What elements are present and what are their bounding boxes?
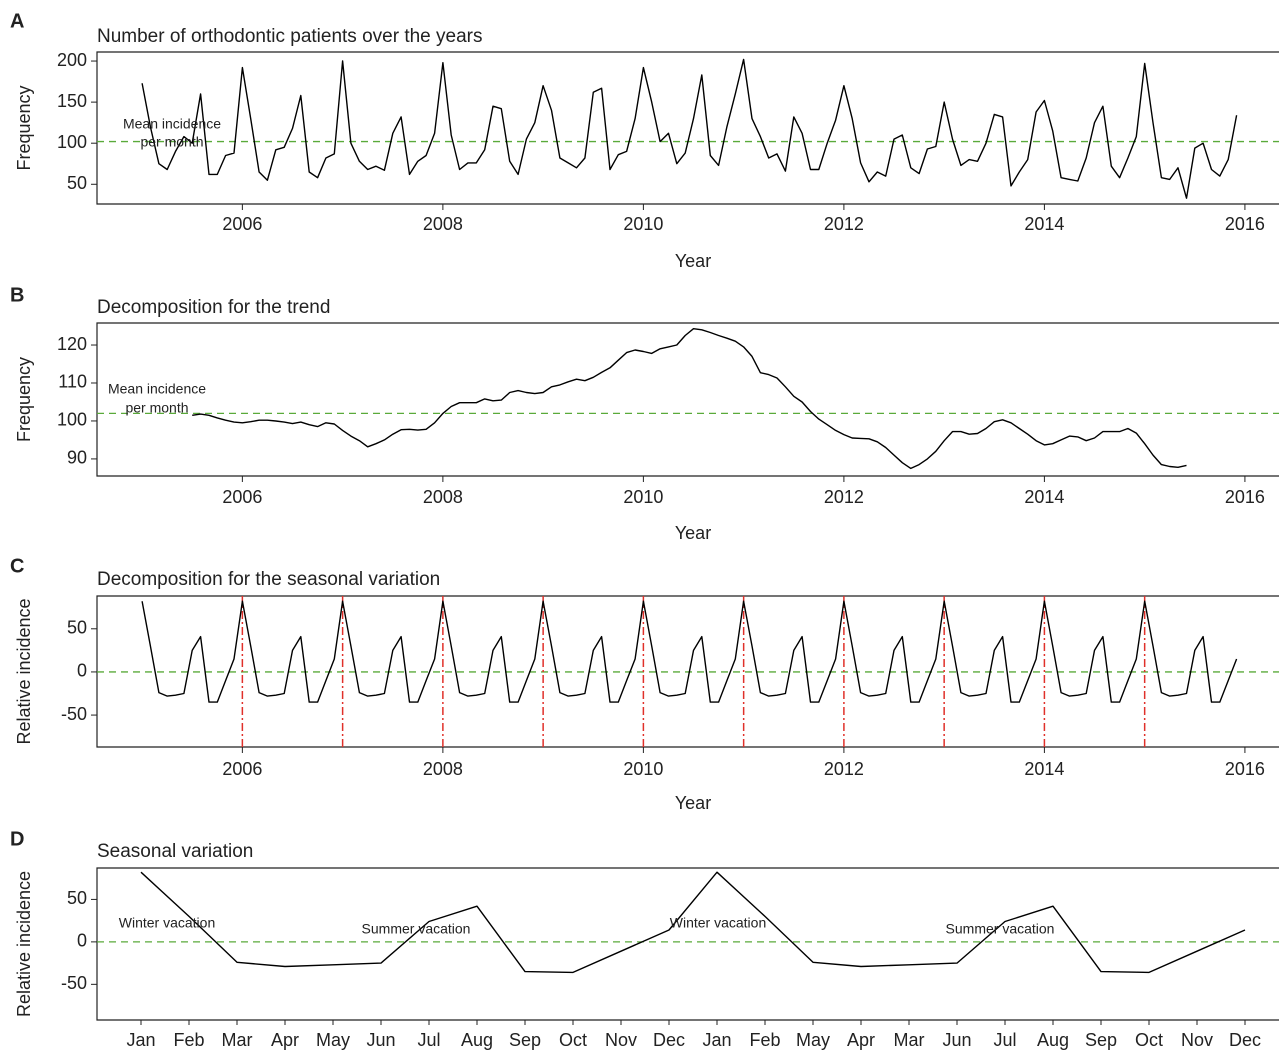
x-tick-label: 2006 [222, 214, 262, 234]
x-tick-label: 2016 [1225, 487, 1265, 507]
y-tick-label: 150 [57, 91, 87, 111]
plot-frame [96, 51, 1279, 205]
x-tick-label: 2010 [623, 214, 663, 234]
x-tick-label: Dec [1229, 1030, 1261, 1050]
y-axis-label: Relative incidence [14, 598, 34, 744]
plot-frame [96, 322, 1279, 477]
x-tick-label: Jun [366, 1030, 395, 1050]
y-axis-label: Relative incidence [14, 871, 34, 1017]
y-tick-label: 0 [77, 661, 87, 681]
x-tick-label: 2010 [623, 487, 663, 507]
x-tick-label: Jul [417, 1030, 440, 1050]
x-tick-label: Apr [271, 1030, 299, 1050]
x-tick-label: May [316, 1030, 350, 1050]
chart-title: Seasonal variation [97, 841, 253, 862]
y-tick-label: -50 [61, 704, 87, 724]
chart-title: Number of orthodontic patients over the … [97, 26, 482, 47]
x-tick-label: Jun [942, 1030, 971, 1050]
y-axis-label: Frequency [14, 357, 34, 442]
panel-label: B [10, 284, 24, 306]
x-tick-label: 2012 [824, 214, 864, 234]
chart-title: Decomposition for the trend [97, 297, 330, 318]
x-tick-label: 2016 [1225, 214, 1265, 234]
x-tick-label: 2014 [1024, 759, 1064, 779]
data-line [141, 600, 1238, 703]
data-line [192, 328, 1187, 470]
annotation: Winter vacation [119, 915, 215, 931]
plot-frame [96, 867, 1279, 1021]
y-tick-label: 50 [67, 618, 87, 638]
panel-label: A [10, 10, 24, 32]
x-tick-label: 2008 [423, 759, 463, 779]
x-tick-label: Oct [1135, 1030, 1163, 1050]
annotation: per month [125, 400, 188, 416]
x-tick-label: 2014 [1024, 214, 1064, 234]
data-line [140, 871, 1246, 974]
x-tick-label: Mar [222, 1030, 253, 1050]
y-tick-label: 110 [58, 372, 87, 392]
annotation: Mean incidence [123, 116, 221, 132]
panel-label: D [10, 828, 24, 850]
x-tick-label: Sep [509, 1030, 541, 1050]
x-tick-label: Jan [702, 1030, 731, 1050]
x-tick-label: 2008 [423, 214, 463, 234]
x-tick-label: 2012 [824, 759, 864, 779]
x-tick-label: 2016 [1225, 759, 1265, 779]
y-tick-label: 100 [57, 410, 87, 430]
annotation: Summer vacation [946, 921, 1055, 937]
x-tick-label: 2014 [1024, 487, 1064, 507]
data-line [141, 58, 1238, 199]
x-tick-label: Dec [653, 1030, 685, 1050]
y-tick-label: -50 [61, 973, 87, 993]
annotation: Winter vacation [670, 915, 766, 931]
x-tick-label: 2012 [824, 487, 864, 507]
y-tick-label: 200 [57, 50, 87, 70]
y-tick-label: 0 [77, 931, 87, 951]
x-tick-label: Aug [1037, 1030, 1069, 1050]
x-tick-label: Apr [847, 1030, 875, 1050]
x-tick-label: Oct [559, 1030, 587, 1050]
x-tick-label: Nov [605, 1030, 637, 1050]
x-axis-label: Year [675, 793, 711, 813]
x-tick-label: Jan [126, 1030, 155, 1050]
x-tick-label: Jul [993, 1030, 1016, 1050]
y-tick-label: 100 [57, 132, 87, 152]
x-tick-label: Feb [749, 1030, 780, 1050]
y-tick-label: 90 [67, 448, 87, 468]
annotation: Summer vacation [362, 921, 471, 937]
x-tick-label: 2006 [222, 487, 262, 507]
x-tick-label: 2006 [222, 759, 262, 779]
y-tick-label: 50 [67, 888, 87, 908]
x-tick-label: Nov [1181, 1030, 1213, 1050]
x-axis-label: Year [675, 251, 711, 271]
x-tick-label: May [796, 1030, 830, 1050]
y-tick-label: 50 [67, 173, 87, 193]
x-tick-label: Sep [1085, 1030, 1117, 1050]
panel-label: C [10, 555, 24, 577]
y-tick-label: 120 [57, 334, 87, 354]
x-tick-label: 2008 [423, 487, 463, 507]
chart-title: Decomposition for the seasonal variation [97, 569, 440, 590]
x-tick-label: Aug [461, 1030, 493, 1050]
x-tick-label: 2010 [623, 759, 663, 779]
x-tick-label: Feb [173, 1030, 204, 1050]
annotation: per month [140, 134, 203, 150]
x-axis-label: Year [675, 523, 711, 543]
y-axis-label: Frequency [14, 85, 34, 170]
x-tick-label: Mar [894, 1030, 925, 1050]
annotation: Mean incidence [108, 381, 206, 397]
